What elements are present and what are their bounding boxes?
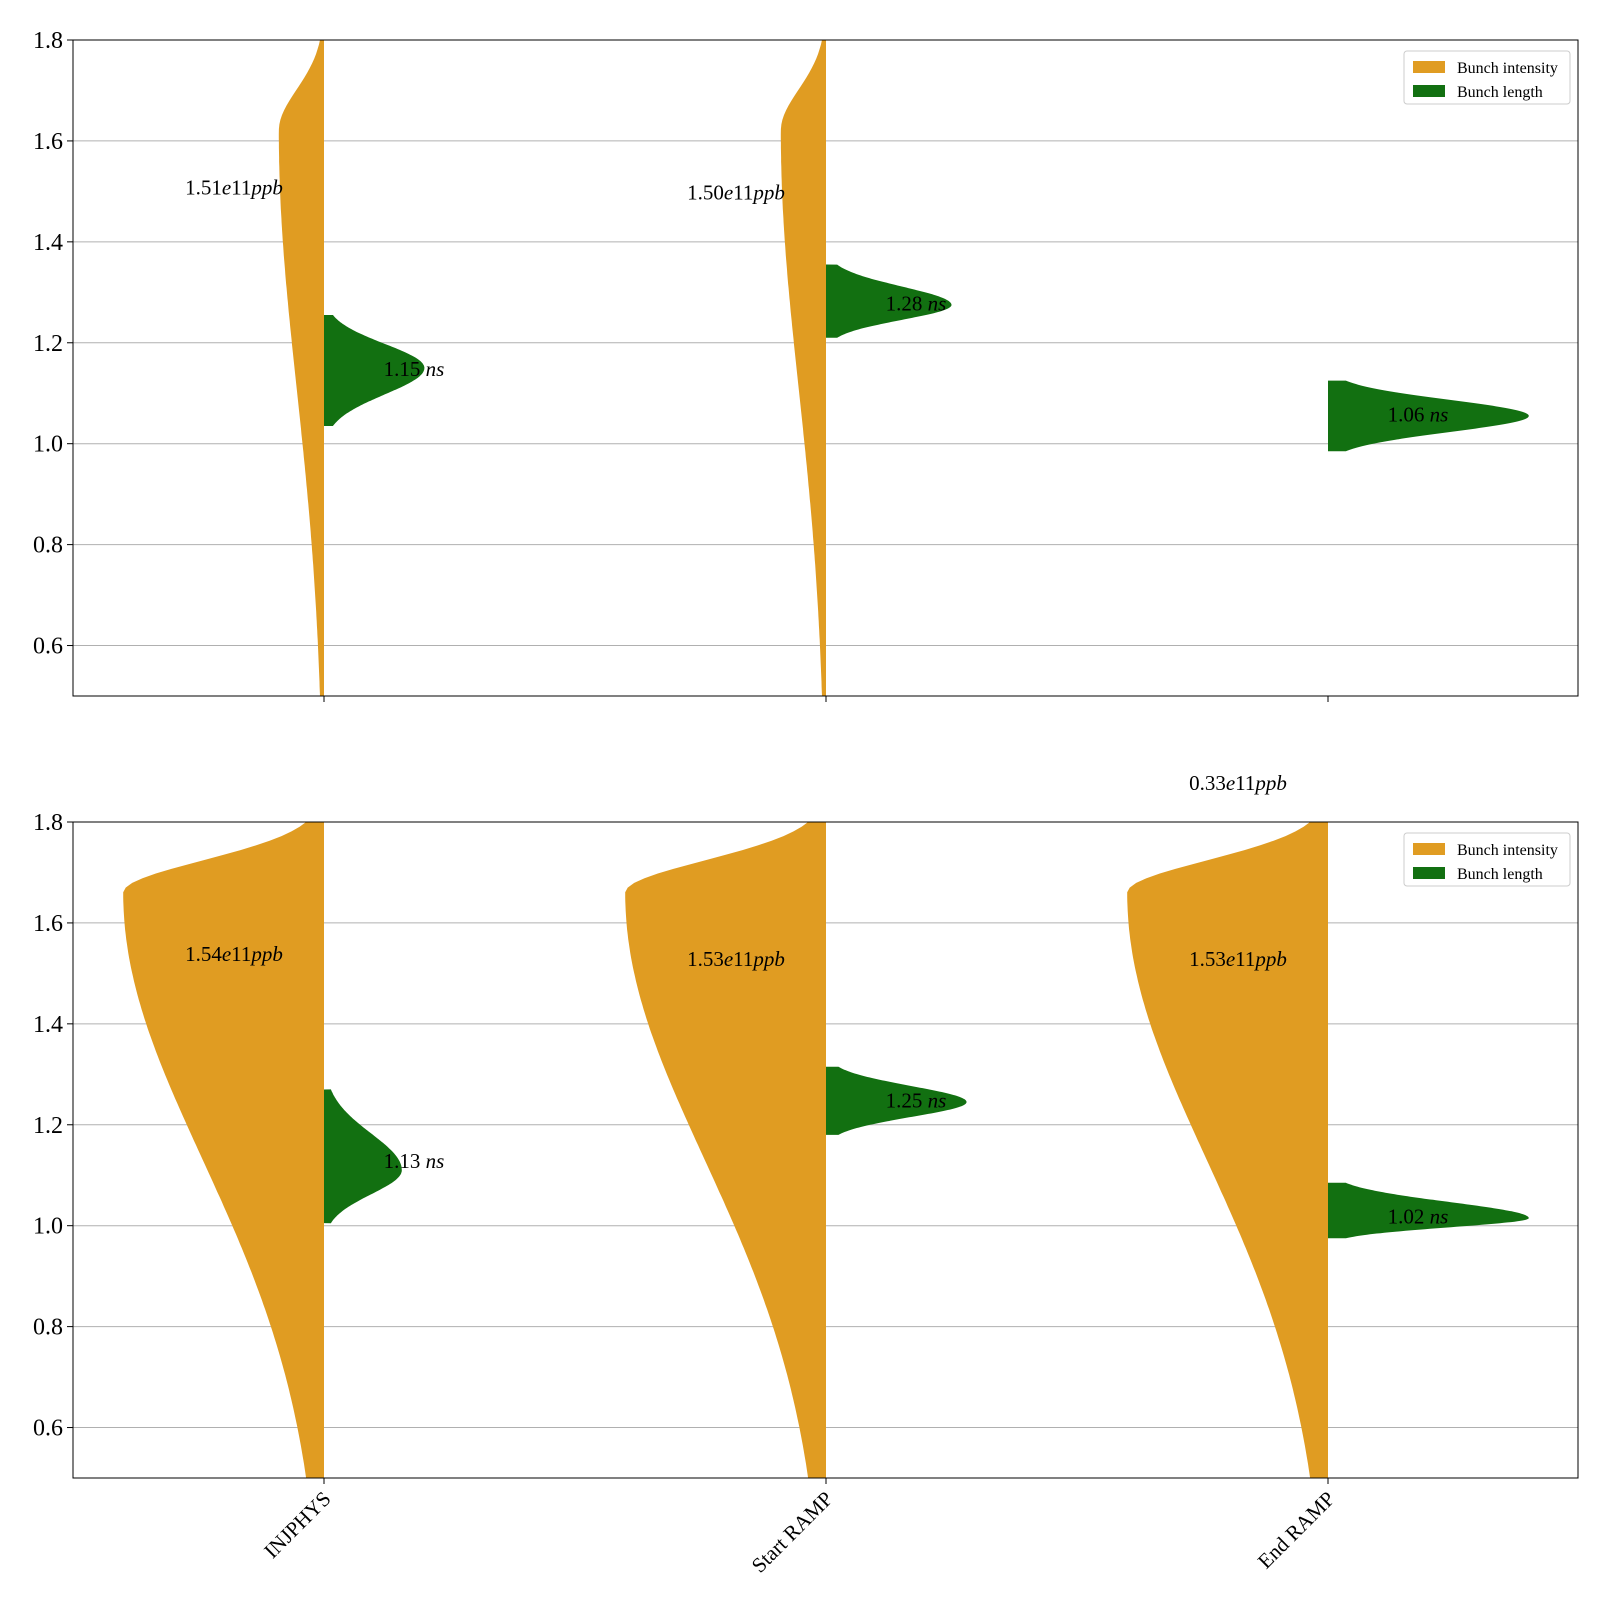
bunch-intensity-label: 1.54e11ppb bbox=[185, 942, 283, 966]
bunch-length-label: 1.02 ns bbox=[1388, 1205, 1449, 1229]
bunch-length-violin-start-ramp bbox=[826, 1066, 967, 1135]
bunch-intensity-label: 1.53e11ppb bbox=[687, 947, 785, 971]
x-tick-label: Start RAMP bbox=[747, 1487, 838, 1578]
legend bbox=[1403, 832, 1571, 887]
legend bbox=[1403, 50, 1571, 105]
violins bbox=[278, 40, 1529, 696]
bunch-length-violin-injphys bbox=[324, 315, 425, 427]
y-tick-label: 1.2 bbox=[33, 1113, 63, 1139]
bunch-length-violin-injphys bbox=[324, 1089, 402, 1224]
y-tick-label: 0.8 bbox=[33, 533, 63, 559]
bunch-intensity-violin-end-ramp bbox=[1127, 822, 1328, 1478]
bunch-length-label: 1.28 ns bbox=[886, 291, 947, 315]
bunch-intensity-label: 1.50e11ppb bbox=[687, 180, 785, 204]
y-tick-label: 1.6 bbox=[33, 129, 63, 155]
panel-2: 0.6 0.8 1.0 1.2 1.4 1.6 1.8 1.54e11ppb 1.53e11pp… bbox=[33, 810, 1579, 1578]
legend-swatch bbox=[1413, 61, 1445, 73]
bunch-length-label: 1.13 ns bbox=[384, 1149, 445, 1173]
legend-label: Bunch intensity bbox=[1457, 60, 1558, 77]
y-tick-label: 1.2 bbox=[33, 331, 63, 357]
panel-1: 0.6 0.8 1.0 1.2 1.4 1.6 1.8 1.51e11ppb 1.50e11pp… bbox=[33, 28, 1579, 795]
legend-swatch bbox=[1413, 843, 1445, 855]
y-tick-label: 1.8 bbox=[33, 810, 63, 836]
y-tick-label: 1.4 bbox=[33, 230, 63, 256]
bunch-intensity-violin-start-ramp bbox=[780, 40, 826, 696]
bunch-intensity-label: 1.53e11ppb bbox=[1189, 947, 1287, 971]
y-tick-label: 1.8 bbox=[33, 28, 63, 54]
bunch-intensity-label: 0.33e11ppb bbox=[1189, 771, 1287, 795]
y-tick-label: 0.6 bbox=[33, 1416, 63, 1442]
x-tick-label: INJPHYS bbox=[259, 1487, 335, 1563]
bunch-intensity-violin-injphys bbox=[278, 40, 324, 696]
bunch-length-violin-end-ramp bbox=[1328, 380, 1529, 452]
y-tick-label: 1.6 bbox=[33, 911, 63, 937]
legend-label: Bunch intensity bbox=[1457, 842, 1558, 859]
y-tick-label: 1.4 bbox=[33, 1012, 63, 1038]
legend-label: Bunch length bbox=[1457, 84, 1543, 101]
bunch-intensity-label: 1.51e11ppb bbox=[185, 175, 283, 199]
legend-swatch bbox=[1413, 867, 1445, 879]
y-tick-label: 1.0 bbox=[33, 1214, 63, 1240]
bunch-intensity-violin-start-ramp bbox=[625, 822, 826, 1478]
legend-label: Bunch length bbox=[1457, 866, 1543, 883]
bunch-length-label: 1.06 ns bbox=[1388, 402, 1449, 426]
x-tick-label: End RAMP bbox=[1253, 1487, 1340, 1574]
y-tick-label: 0.6 bbox=[33, 634, 63, 660]
bunch-intensity-violin-injphys bbox=[123, 822, 324, 1478]
bunch-length-label: 1.15 ns bbox=[384, 357, 445, 381]
y-tick-label: 1.0 bbox=[33, 432, 63, 458]
legend-swatch bbox=[1413, 85, 1445, 97]
bunch-length-violin-end-ramp bbox=[1328, 1182, 1529, 1239]
bunch-length-violin-start-ramp bbox=[826, 264, 952, 338]
bunch-length-label: 1.25 ns bbox=[886, 1089, 947, 1113]
violins bbox=[123, 822, 1529, 1478]
y-tick-label: 0.8 bbox=[33, 1315, 63, 1341]
